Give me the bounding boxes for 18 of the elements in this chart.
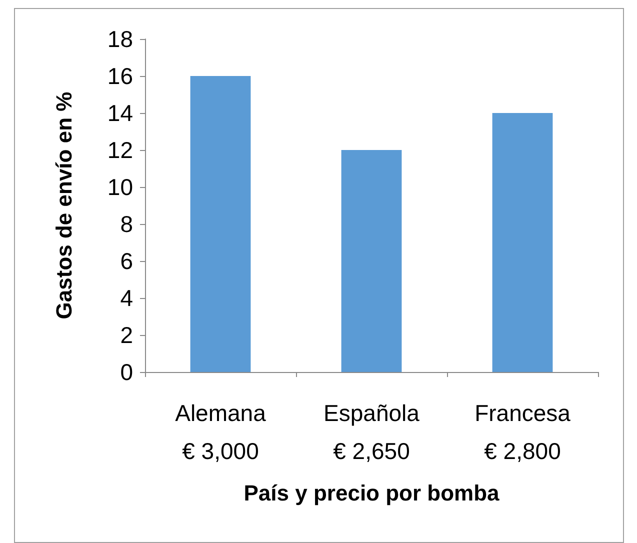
bar	[190, 76, 251, 372]
y-tick-label: 8	[120, 211, 133, 237]
bar	[492, 113, 553, 372]
x-axis-title: País y precio por bomba	[244, 480, 500, 506]
y-tick-label: 14	[107, 100, 134, 126]
y-tick-label: 4	[120, 285, 134, 311]
y-tick-label: 18	[107, 26, 133, 52]
x-tick-label: Española € 2,650	[324, 400, 420, 464]
x-tick-label: Francesa € 2,800	[474, 400, 571, 464]
y-tick-label: 2	[120, 322, 133, 348]
bar	[341, 150, 402, 372]
y-axis-title: Gastos de envío en %	[52, 92, 76, 320]
y-tick-label: 0	[120, 359, 133, 385]
y-tick-label: 12	[107, 137, 133, 163]
y-tick-label: 16	[107, 63, 133, 89]
x-tick-label: Alemana € 3,000	[175, 400, 266, 464]
y-tick-label: 10	[107, 174, 133, 200]
y-tick-label: 6	[120, 248, 133, 274]
